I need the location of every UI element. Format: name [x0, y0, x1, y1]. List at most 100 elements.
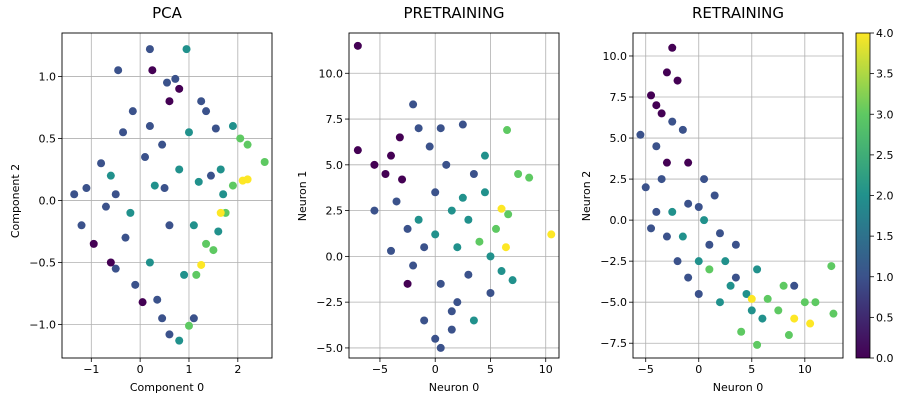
- pca-point: [209, 246, 218, 255]
- retraining-point: [806, 319, 815, 328]
- pretraining-point: [503, 126, 512, 135]
- pca-point: [219, 190, 228, 199]
- retraining-point: [737, 327, 746, 336]
- retraining-point: [774, 306, 783, 315]
- retraining-y-tick-label: −2.5: [600, 255, 627, 268]
- pca-point: [216, 208, 225, 217]
- retraining-point: [652, 142, 661, 151]
- pretraining-point: [403, 224, 412, 233]
- pca-point: [175, 84, 184, 93]
- pca-point: [189, 314, 198, 323]
- pca-y-tick-label: 0.5: [39, 132, 57, 145]
- pretraining-point: [436, 343, 445, 352]
- pretraining-y-tick-label: 0.0: [326, 250, 344, 263]
- retraining-point: [779, 281, 788, 290]
- pca-point: [128, 107, 137, 116]
- pretraining-x-axis-label: Neuron 0: [429, 381, 479, 394]
- pretraining-point: [409, 100, 418, 109]
- pretraining-x-tick-label: 0: [432, 363, 439, 376]
- colorbar-tick-label: 2.0: [876, 190, 894, 203]
- pca-point: [165, 97, 174, 106]
- pretraining-point: [447, 206, 456, 215]
- retraining-point: [715, 229, 724, 238]
- pretraining-y-tick-label: 2.5: [326, 205, 344, 218]
- pca-point: [236, 134, 245, 143]
- retraining-y-tick-label: −5.0: [600, 296, 627, 309]
- pretraining-y-tick-label: −2.5: [316, 296, 343, 309]
- retraining-x-tick-label: 10: [798, 363, 812, 376]
- retraining-point: [710, 191, 719, 200]
- pretraining-point: [420, 316, 429, 325]
- retraining-y-tick-label: 10.0: [603, 50, 628, 63]
- pca-point: [228, 181, 237, 190]
- pretraining-point: [370, 160, 379, 169]
- pretraining-point: [442, 160, 451, 169]
- pca-point: [163, 78, 171, 87]
- pca-x-tick-label: 0: [137, 363, 144, 376]
- pretraining-point: [547, 230, 556, 239]
- pca-point: [106, 171, 115, 180]
- retraining-point: [715, 298, 724, 307]
- pca-point: [150, 181, 159, 190]
- retraining-point: [647, 224, 656, 233]
- pretraining-title: PRETRAINING: [403, 4, 504, 22]
- pretraining-point: [475, 237, 484, 246]
- retraining-point: [731, 273, 740, 282]
- pretraining-point: [458, 193, 467, 202]
- retraining-point: [641, 183, 650, 192]
- pca-point: [158, 140, 167, 149]
- pretraining-point: [464, 215, 473, 224]
- pca-point: [216, 165, 225, 174]
- pretraining-point: [464, 270, 473, 279]
- pca-point: [228, 122, 237, 131]
- pretraining-point: [469, 169, 478, 178]
- colorbar-tick-label: 0.0: [876, 352, 894, 365]
- retraining-point: [705, 265, 714, 274]
- colorbar-tick-label: 2.5: [876, 149, 894, 162]
- retraining-point: [668, 43, 677, 52]
- retraining-point: [678, 125, 687, 134]
- pca-point: [175, 165, 184, 174]
- retraining-y-tick-label: 7.5: [610, 91, 628, 104]
- pca-point: [243, 175, 252, 184]
- retraining-point: [700, 216, 709, 225]
- retraining-y-tick-label: 0.0: [610, 214, 628, 227]
- pretraining-point: [458, 120, 467, 129]
- pretraining-point: [420, 243, 429, 252]
- pca-point: [148, 66, 157, 75]
- pretraining-y-tick-label: 10.0: [319, 67, 344, 80]
- retraining-x-tick-label: 0: [695, 363, 702, 376]
- pretraining-point: [387, 246, 395, 255]
- retraining-x-axis-label: Neuron 0: [713, 381, 763, 394]
- colorbar-tick-label: 1.5: [876, 230, 894, 243]
- retraining-x-tick-label: 5: [748, 363, 755, 376]
- pretraining-point: [431, 334, 440, 343]
- pretraining-point: [370, 206, 379, 215]
- pca-point: [243, 140, 252, 149]
- retraining-point: [652, 101, 661, 110]
- pca-point: [145, 45, 154, 54]
- pretraining-y-axis-label: Neuron 1: [296, 171, 309, 221]
- pca-point: [194, 177, 203, 186]
- pca-point: [111, 190, 120, 199]
- pretraining-point: [398, 175, 407, 184]
- retraining-panel: RETRAINING Neuron 0 Neuron 2 −5 0 5 10 −7.5 −…: [580, 4, 844, 394]
- retraining-y-tick-label: 2.5: [610, 173, 628, 186]
- pca-point: [214, 227, 223, 236]
- pretraining-point: [436, 279, 445, 288]
- retraining-point: [726, 281, 735, 290]
- retraining-point: [705, 240, 714, 249]
- pca-point: [202, 107, 211, 116]
- pca-point: [111, 264, 120, 273]
- pca-point: [189, 221, 198, 230]
- pretraining-point: [409, 261, 418, 270]
- pca-x-axis-label: Component 0: [130, 381, 204, 394]
- pca-point: [114, 66, 123, 75]
- retraining-x-tick-label: −5: [638, 363, 654, 376]
- retraining-point: [662, 232, 671, 241]
- colorbar-tick-label: 3.5: [876, 68, 894, 81]
- retraining-point: [636, 130, 645, 139]
- pca-point: [141, 153, 150, 162]
- pretraining-point: [525, 173, 534, 182]
